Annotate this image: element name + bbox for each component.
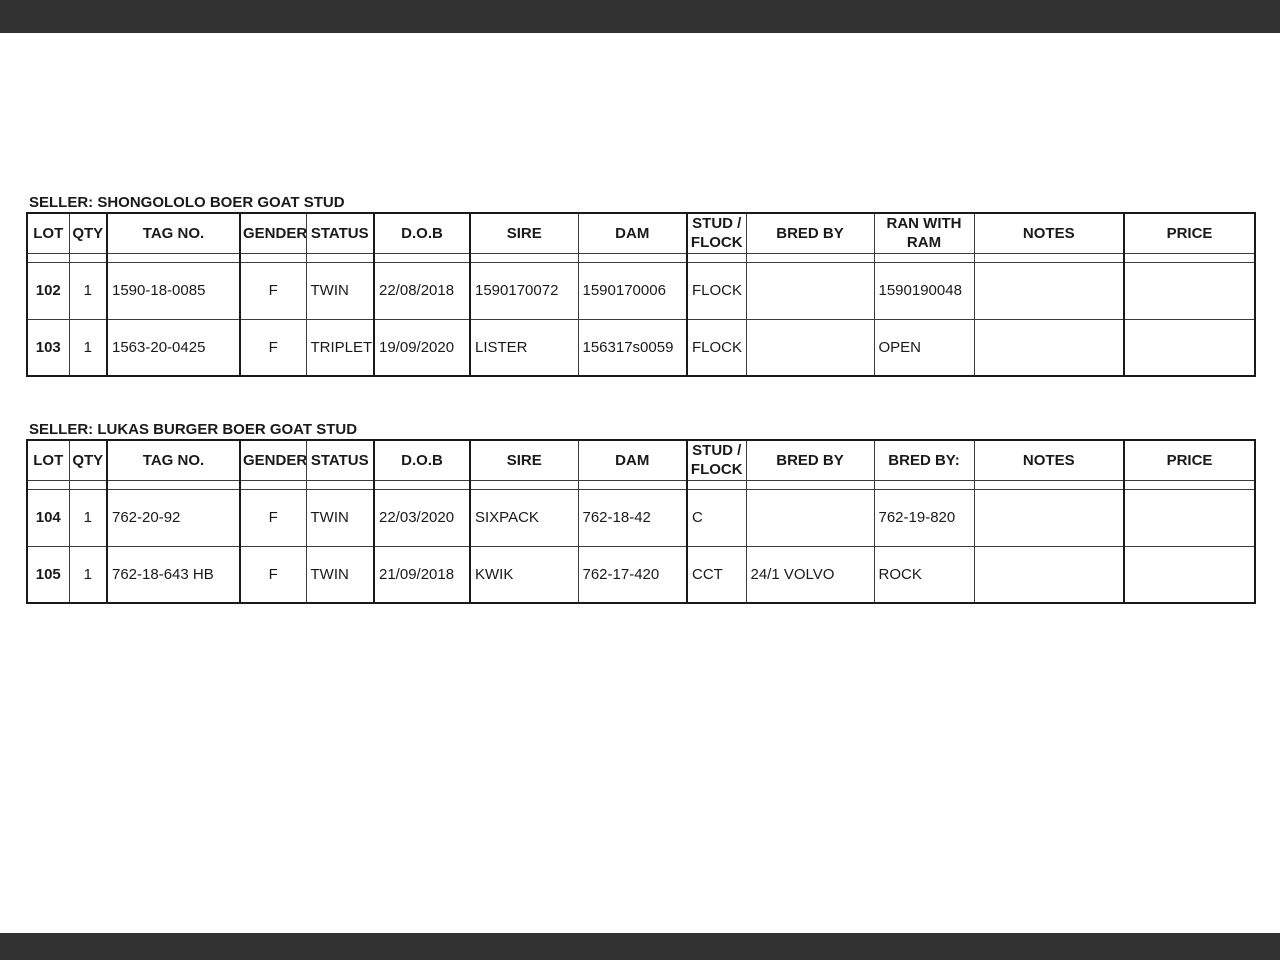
viewer-bottom-bar [0, 933, 1280, 960]
cell-lot: 105 [26, 545, 70, 604]
column-header: STUD / FLOCK [686, 212, 747, 254]
column-header: SIRE [469, 439, 579, 481]
column-header: D.O.B [373, 439, 471, 481]
cell-tag-no: 762-18-643 HB [106, 545, 241, 604]
seller-title: SELLER: SHONGOLOLO BOER GOAT STUD [29, 194, 345, 211]
cell-qty: 1 [68, 261, 108, 320]
cell-sire: LISTER [469, 318, 579, 377]
cell-dob: 22/08/2018 [373, 261, 471, 320]
cell-price [1123, 545, 1256, 604]
cell-price [1123, 488, 1256, 547]
cell-gender: F [239, 261, 307, 320]
cell-stud-flock: FLOCK C [686, 261, 747, 320]
cell-dam: 762-17-420 [577, 545, 688, 604]
column-header: STATUS [305, 212, 375, 254]
lots-table-lukas-burger: LOT QTY TAG NO. GENDER STATUS D.O.B SIRE… [26, 439, 1256, 604]
column-header: LOT [26, 212, 70, 254]
column-header: STATUS [305, 439, 375, 481]
column-header: TAG NO. [106, 212, 241, 254]
cell-notes [973, 488, 1125, 547]
cell-bred-by-2: ROCK [873, 545, 975, 604]
seller-section-lukas-burger: SELLER: LUKAS BURGER BOER GOAT STUD LOT … [26, 420, 1256, 604]
column-header: BRED BY [745, 439, 875, 481]
cell-tag-no: 762-20-92 [106, 488, 241, 547]
cell-dam: 156317s0059 [577, 318, 688, 377]
column-header: GENDER [239, 212, 307, 254]
header-row: LOT QTY TAG NO. GENDER STATUS D.O.B SIRE… [26, 439, 1256, 481]
cell-ran-with-ram: OPEN [873, 318, 975, 377]
lots-table-shongololo: LOT QTY TAG NO. GENDER STATUS D.O.B SIRE… [26, 212, 1256, 377]
column-header: QTY [68, 212, 108, 254]
cell-bred-by [745, 318, 875, 377]
column-header: QTY [68, 439, 108, 481]
seller-title: SELLER: LUKAS BURGER BOER GOAT STUD [29, 421, 358, 438]
header-row: LOT QTY TAG NO. GENDER STATUS D.O.B SIRE… [26, 212, 1256, 254]
cell-bred-by-2: 762-19-820 [873, 488, 975, 547]
cell-price [1123, 261, 1256, 320]
cell-stud-flock: FLOCK T [686, 318, 747, 377]
cell-tag-no: 1563-20-0425 [106, 318, 241, 377]
cell-status: TRIPLET [305, 318, 375, 377]
column-header: STUD / FLOCK [686, 439, 747, 481]
column-header: RAN WITH RAM [873, 212, 975, 254]
viewer-top-bar [0, 0, 1280, 33]
column-header: BRED BY [745, 212, 875, 254]
seller-section-shongololo: SELLER: SHONGOLOLO BOER GOAT STUD LOT QT… [26, 193, 1256, 377]
cell-tag-no: 1590-18-0085 [106, 261, 241, 320]
cell-ran-with-ram: 1590190048 [873, 261, 975, 320]
table-row-lot-103: 103 1 1563-20-0425 F TRIPLET 19/09/2020 … [26, 318, 1256, 377]
cell-notes [973, 545, 1125, 604]
spacer-row [26, 479, 1256, 490]
cell-notes [973, 261, 1125, 320]
cell-price [1123, 318, 1256, 377]
column-header: PRICE [1123, 212, 1256, 254]
cell-qty: 1 [68, 318, 108, 377]
column-header: LOT [26, 439, 70, 481]
cell-gender: F [239, 545, 307, 604]
cell-lot: 102 [26, 261, 70, 320]
cell-dob: 21/09/2018 [373, 545, 471, 604]
column-header: NOTES [973, 212, 1125, 254]
table-row-lot-105: 105 1 762-18-643 HB F TWIN 21/09/2018 KW… [26, 545, 1256, 604]
cell-dam: 762-18-42 [577, 488, 688, 547]
cell-notes [973, 318, 1125, 377]
cell-dob: 22/03/2020 [373, 488, 471, 547]
cell-bred-by: 24/1 VOLVO [745, 545, 875, 604]
table-row-lot-104: 104 1 762-20-92 F TWIN 22/03/2020 SIXPAC… [26, 488, 1256, 547]
cell-qty: 1 [68, 545, 108, 604]
cell-dam: 1590170006 [577, 261, 688, 320]
cell-bred-by [745, 488, 875, 547]
cell-gender: F [239, 488, 307, 547]
table-row-lot-102: 102 1 1590-18-0085 F TWIN 22/08/2018 159… [26, 261, 1256, 320]
column-header: SIRE [469, 212, 579, 254]
cell-stud-flock: CCT [686, 545, 747, 604]
document-page: SELLER: SHONGOLOLO BOER GOAT STUD LOT QT… [26, 33, 1256, 604]
cell-qty: 1 [68, 488, 108, 547]
cell-bred-by [745, 261, 875, 320]
cell-lot: 103 [26, 318, 70, 377]
cell-stud-flock: C [686, 488, 747, 547]
cell-status: TWIN [305, 261, 375, 320]
cell-sire: 1590170072 [469, 261, 579, 320]
column-header: BRED BY: [873, 439, 975, 481]
spacer-row [26, 252, 1256, 263]
column-header: PRICE [1123, 439, 1256, 481]
column-header: GENDER [239, 439, 307, 481]
cell-lot: 104 [26, 488, 70, 547]
column-header: TAG NO. [106, 439, 241, 481]
cell-sire: SIXPACK [469, 488, 579, 547]
column-header: D.O.B [373, 212, 471, 254]
cell-sire: KWIK [469, 545, 579, 604]
column-header: NOTES [973, 439, 1125, 481]
cell-dob: 19/09/2020 [373, 318, 471, 377]
column-header: DAM [577, 212, 688, 254]
cell-status: TWIN [305, 488, 375, 547]
cell-gender: F [239, 318, 307, 377]
column-header: DAM [577, 439, 688, 481]
cell-status: TWIN [305, 545, 375, 604]
